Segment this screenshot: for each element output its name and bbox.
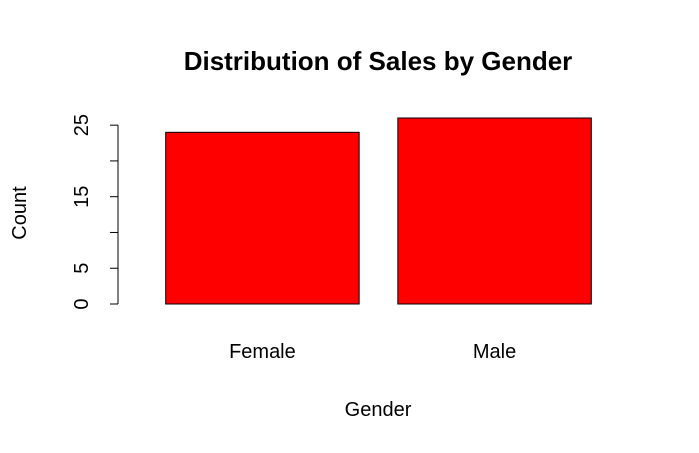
y-tick-label: 0 (71, 298, 93, 309)
bars (165, 117, 592, 305)
y-tick-label: 15 (71, 186, 93, 208)
bar-male (397, 117, 592, 305)
x-axis-label: Gender (345, 399, 412, 421)
category-label-female: Female (229, 341, 296, 363)
y-axis-label: Count (9, 186, 31, 240)
y-axis-tick-labels: 0 5 15 25 (71, 114, 93, 310)
y-axis-ticks (110, 124, 118, 305)
chart-title: Distribution of Sales by Gender (184, 46, 573, 76)
y-tick-label: 5 (71, 263, 93, 274)
category-labels: Female Male (229, 341, 516, 363)
category-label-male: Male (473, 341, 516, 363)
y-tick-label: 25 (71, 114, 93, 136)
bar-female (165, 131, 360, 305)
